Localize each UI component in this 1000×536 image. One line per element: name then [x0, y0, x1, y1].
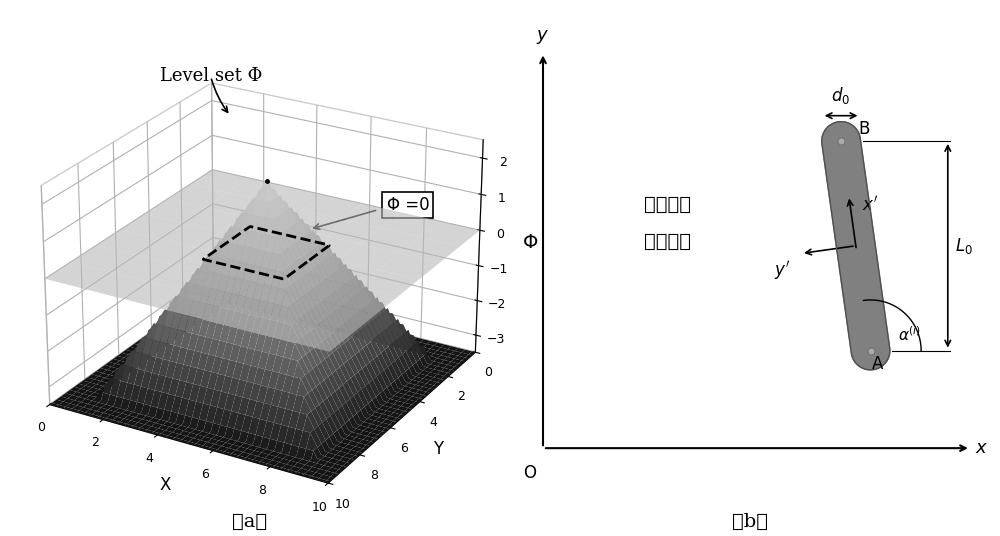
Text: $L_0$: $L_0$	[955, 236, 973, 256]
Text: （b）: （b）	[732, 512, 768, 531]
Text: $x'$: $x'$	[862, 195, 878, 214]
Y-axis label: Y: Y	[433, 440, 444, 458]
Text: $d_0$: $d_0$	[831, 85, 851, 106]
Text: A: A	[872, 355, 883, 373]
Text: （a）: （a）	[232, 512, 268, 531]
Text: 设计变量: 设计变量	[644, 232, 691, 251]
X-axis label: X: X	[159, 476, 171, 494]
Text: $y$: $y$	[536, 28, 550, 46]
Text: O: O	[523, 464, 536, 482]
Text: 生长方向: 生长方向	[644, 195, 691, 214]
Text: Φ =0: Φ =0	[387, 196, 429, 214]
Text: $x$: $x$	[975, 439, 989, 457]
Text: $y'$: $y'$	[774, 259, 790, 282]
Text: Level set Φ: Level set Φ	[160, 66, 262, 85]
Text: B: B	[858, 120, 870, 138]
Text: $\alpha^{(i)}$: $\alpha^{(i)}$	[898, 325, 922, 344]
Polygon shape	[822, 122, 890, 370]
